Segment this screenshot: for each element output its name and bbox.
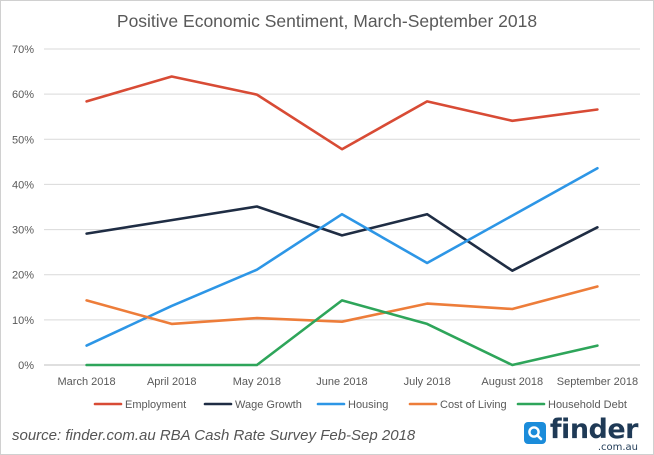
series-line-cost-of-living bbox=[85, 285, 599, 326]
legend-item: Cost of Living bbox=[408, 399, 507, 411]
y-tick-label: 0% bbox=[18, 360, 34, 372]
legend-item: Employment bbox=[93, 399, 186, 411]
y-axis: 0% 10% 20% 30% 40% 50% 60% 70% bbox=[12, 44, 34, 372]
source-note: source: finder.com.au RBA Cash Rate Surv… bbox=[12, 427, 416, 444]
legend-label: Employment bbox=[125, 399, 186, 411]
x-axis: March 2018 April 2018 May 2018 June 2018 Jul… bbox=[58, 376, 639, 388]
x-tick-label: June 2018 bbox=[316, 376, 367, 388]
series-line-housing bbox=[85, 166, 599, 347]
legend-label: Household Debt bbox=[548, 399, 627, 411]
y-tick-label: 70% bbox=[12, 44, 34, 56]
x-tick-label: July 2018 bbox=[404, 376, 451, 388]
x-tick-label: March 2018 bbox=[58, 376, 116, 388]
legend-item: Wage Growth bbox=[203, 399, 302, 411]
logo-wordmark: finder bbox=[549, 414, 639, 445]
series-line-household-debt bbox=[85, 299, 599, 367]
x-tick-label: May 2018 bbox=[233, 376, 281, 388]
gridlines bbox=[44, 48, 640, 366]
y-tick-label: 10% bbox=[12, 315, 34, 327]
search-icon bbox=[523, 422, 546, 444]
finder-logo: finder .com.au bbox=[523, 414, 639, 453]
chart-title: Positive Economic Sentiment, March-Septe… bbox=[117, 11, 537, 31]
legend-label: Cost of Living bbox=[440, 399, 507, 411]
y-tick-label: 60% bbox=[12, 89, 34, 101]
series-line-wage-growth bbox=[85, 205, 599, 273]
logo-domain: .com.au bbox=[597, 442, 638, 453]
y-tick-label: 40% bbox=[12, 179, 34, 191]
legend: Employment Wage Growth Housing Cost of Livi… bbox=[93, 399, 627, 411]
legend-item: Housing bbox=[316, 399, 388, 411]
x-tick-label: August 2018 bbox=[481, 376, 543, 388]
legend-label: Housing bbox=[348, 399, 388, 411]
x-tick-label: September 2018 bbox=[557, 376, 638, 388]
x-tick-label: April 2018 bbox=[147, 376, 197, 388]
series-line-employment bbox=[85, 75, 599, 151]
legend-item: Household Debt bbox=[516, 399, 627, 411]
legend-label: Wage Growth bbox=[235, 399, 302, 411]
y-tick-label: 20% bbox=[12, 270, 34, 282]
series-lines bbox=[85, 75, 599, 367]
y-tick-label: 50% bbox=[12, 134, 34, 146]
y-tick-label: 30% bbox=[12, 225, 34, 237]
